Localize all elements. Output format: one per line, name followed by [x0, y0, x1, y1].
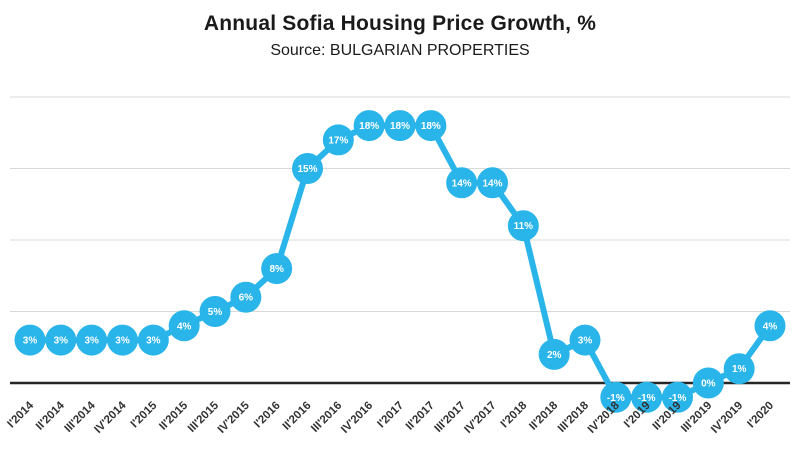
data-point-label: 18%	[359, 121, 379, 132]
x-axis-label: I'2017	[375, 400, 406, 431]
data-point-label: 3%	[23, 336, 38, 347]
data-line	[27, 122, 773, 401]
data-point-marker	[45, 324, 77, 356]
data-point-label: 5%	[208, 307, 223, 318]
data-point-marker	[199, 296, 231, 327]
data-point-marker	[507, 210, 539, 242]
data-point-label: 3%	[578, 336, 593, 347]
data-point-marker	[631, 381, 663, 413]
chart-title: Annual Sofia Housing Price Growth, %	[203, 12, 597, 35]
data-point-marker	[723, 353, 755, 385]
data-point-label: 11%	[514, 221, 534, 232]
x-axis-label: I'2018	[499, 399, 530, 430]
data-point-marker	[168, 310, 200, 342]
data-point-label: 4%	[177, 321, 192, 332]
data-point-label: -1%	[638, 393, 656, 404]
data-point-label: 3%	[115, 336, 130, 347]
data-point-label: 0%	[701, 379, 716, 390]
data-point-marker	[662, 381, 693, 413]
x-axis-label: II'2017	[404, 400, 437, 433]
data-point-marker	[384, 110, 416, 142]
data-point-marker	[692, 367, 724, 399]
x-axis-label: I'2015	[129, 399, 160, 430]
x-axis-label: II'2016	[281, 400, 314, 433]
data-point-marker	[538, 338, 570, 370]
data-point-label: 18%	[421, 121, 441, 132]
data-point-label: -1%	[669, 393, 687, 404]
data-point-label: 14%	[452, 178, 472, 189]
data-point-label: 4%	[763, 321, 778, 332]
line-chart: 3% 3% 3% 3% 3% 4% 5% 6% 8% 15% 17% 18% 18% 18% 14% 14% 1…	[5, 96, 790, 436]
data-point-marker	[107, 324, 138, 356]
data-point-label: -1%	[607, 393, 625, 404]
data-point-marker	[76, 324, 108, 356]
data-point-label: 2%	[547, 350, 562, 361]
data-point-label: 17%	[328, 135, 348, 146]
data-point-marker	[446, 167, 478, 199]
data-point-marker	[292, 153, 323, 184]
x-axis-label: III'2017	[432, 400, 467, 435]
data-point-marker	[322, 124, 354, 156]
x-axis-label: III'2014	[62, 399, 98, 435]
x-axis-label: IV'2019	[709, 400, 745, 436]
data-point-label: 15%	[297, 164, 317, 175]
x-axis-label: IV'2017	[462, 400, 498, 436]
data-point-label: 3%	[146, 336, 161, 347]
data-point-label: 6%	[239, 293, 254, 304]
data-point-marker	[415, 110, 447, 142]
data-point-marker	[261, 253, 293, 285]
data-point-marker	[230, 281, 262, 313]
x-axis-label: IV'2016	[339, 400, 375, 436]
x-axis-label: III'2018	[556, 399, 592, 435]
x-axis-label: I'2014	[5, 399, 36, 430]
data-point-marker	[137, 324, 169, 356]
data-point-marker	[600, 381, 632, 413]
x-axis-label: IV'2015	[216, 399, 253, 436]
data-point-marker	[754, 310, 786, 342]
x-axis-label: I'2016	[252, 400, 283, 431]
chart-subtitle: Source: BULGARIAN PROPERTIES	[270, 42, 530, 59]
data-point-label: 18%	[390, 121, 410, 132]
data-point-marker	[477, 167, 508, 199]
x-axis-label: III'2015	[186, 399, 222, 435]
x-axis-label: IV'2014	[92, 399, 129, 436]
data-point-marker	[353, 110, 385, 142]
data-point-label: 14%	[482, 178, 502, 189]
chart-header: Annual Sofia Housing Price Growth, % Sou…	[0, 0, 800, 80]
data-point-marker	[14, 324, 46, 356]
data-point-label: 3%	[54, 336, 69, 347]
x-axis-label: I'2020	[745, 400, 776, 431]
x-axis-label: III'2016	[309, 400, 344, 435]
data-point-label: 1%	[732, 364, 747, 375]
data-point-label: 8%	[269, 264, 284, 275]
data-point-marker	[569, 324, 601, 356]
data-point-label: 3%	[84, 336, 99, 347]
